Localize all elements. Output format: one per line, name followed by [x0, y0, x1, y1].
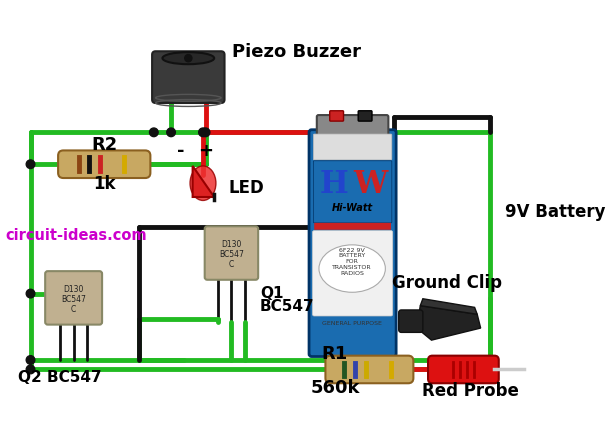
FancyBboxPatch shape — [428, 356, 499, 383]
Text: GENERAL PURPOSE: GENERAL PURPOSE — [322, 321, 382, 326]
Circle shape — [26, 356, 35, 364]
Text: -: - — [177, 142, 185, 160]
FancyBboxPatch shape — [358, 111, 372, 121]
FancyBboxPatch shape — [309, 130, 396, 357]
FancyBboxPatch shape — [330, 111, 344, 121]
FancyBboxPatch shape — [313, 161, 392, 223]
Text: C: C — [229, 260, 234, 269]
Text: Q1: Q1 — [260, 286, 283, 301]
FancyBboxPatch shape — [152, 51, 225, 103]
Circle shape — [26, 289, 35, 298]
FancyBboxPatch shape — [58, 151, 151, 178]
Text: 6F22 9V
BATTERY
FOR
TRANSISTOR
RADIOS: 6F22 9V BATTERY FOR TRANSISTOR RADIOS — [333, 248, 372, 276]
Text: H: H — [320, 169, 348, 199]
Text: BC547: BC547 — [61, 295, 86, 304]
Text: Piezo Buzzer: Piezo Buzzer — [232, 43, 361, 61]
Text: R1: R1 — [322, 345, 348, 363]
Circle shape — [202, 128, 210, 137]
Circle shape — [486, 356, 495, 364]
Circle shape — [149, 128, 158, 137]
Circle shape — [26, 160, 35, 169]
Text: Q2 BC547: Q2 BC547 — [18, 370, 102, 385]
Text: 9V Battery: 9V Battery — [505, 202, 605, 221]
Text: Ground Clip: Ground Clip — [392, 274, 502, 292]
Text: 560k: 560k — [310, 380, 360, 397]
Polygon shape — [417, 305, 481, 340]
Text: D130: D130 — [64, 285, 84, 294]
Text: LED: LED — [229, 179, 265, 198]
Text: Red Probe: Red Probe — [422, 382, 519, 400]
Text: circuit-ideas.com: circuit-ideas.com — [5, 228, 147, 243]
FancyBboxPatch shape — [45, 271, 102, 325]
Ellipse shape — [163, 52, 214, 64]
FancyBboxPatch shape — [313, 134, 392, 160]
FancyBboxPatch shape — [399, 310, 423, 333]
Polygon shape — [192, 166, 214, 197]
Circle shape — [167, 128, 175, 137]
Text: 1k: 1k — [93, 175, 116, 193]
Ellipse shape — [319, 245, 385, 292]
Text: BC547: BC547 — [219, 250, 244, 259]
Text: BC547: BC547 — [260, 299, 314, 314]
FancyBboxPatch shape — [205, 226, 258, 280]
FancyBboxPatch shape — [313, 230, 393, 316]
Circle shape — [198, 128, 207, 137]
Circle shape — [26, 365, 35, 374]
Text: D130: D130 — [221, 240, 242, 249]
Text: R2: R2 — [92, 136, 118, 154]
Ellipse shape — [190, 166, 216, 200]
Circle shape — [486, 356, 495, 364]
FancyBboxPatch shape — [314, 223, 391, 230]
Text: Hi-Watt: Hi-Watt — [331, 203, 373, 213]
Polygon shape — [420, 299, 477, 314]
Text: C: C — [71, 305, 76, 313]
Circle shape — [184, 54, 192, 63]
Text: +: + — [198, 142, 213, 160]
FancyBboxPatch shape — [317, 115, 388, 138]
Text: W: W — [353, 169, 387, 199]
FancyBboxPatch shape — [325, 356, 413, 383]
